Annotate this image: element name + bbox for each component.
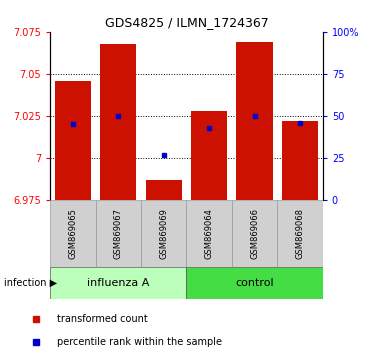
Bar: [191, 111, 227, 200]
Bar: [145, 180, 182, 200]
Bar: [100, 44, 137, 200]
FancyBboxPatch shape: [141, 200, 187, 267]
Text: GSM869066: GSM869066: [250, 208, 259, 259]
Text: GSM869069: GSM869069: [159, 208, 168, 259]
Text: infection ▶: infection ▶: [4, 278, 57, 288]
Text: control: control: [235, 278, 274, 288]
Title: GDS4825 / ILMN_1724367: GDS4825 / ILMN_1724367: [105, 16, 268, 29]
Bar: [282, 121, 318, 200]
Text: GSM869067: GSM869067: [114, 208, 123, 259]
Text: GSM869064: GSM869064: [205, 208, 214, 259]
FancyBboxPatch shape: [187, 200, 232, 267]
Bar: [55, 81, 91, 200]
FancyBboxPatch shape: [187, 267, 323, 299]
Bar: [236, 42, 273, 200]
Text: percentile rank within the sample: percentile rank within the sample: [57, 337, 222, 347]
FancyBboxPatch shape: [96, 200, 141, 267]
FancyBboxPatch shape: [50, 200, 96, 267]
FancyBboxPatch shape: [232, 200, 278, 267]
Text: GSM869068: GSM869068: [296, 208, 305, 259]
Text: transformed count: transformed count: [57, 314, 148, 324]
Text: GSM869065: GSM869065: [68, 208, 77, 259]
Text: influenza A: influenza A: [87, 278, 150, 288]
FancyBboxPatch shape: [50, 267, 187, 299]
FancyBboxPatch shape: [278, 200, 323, 267]
